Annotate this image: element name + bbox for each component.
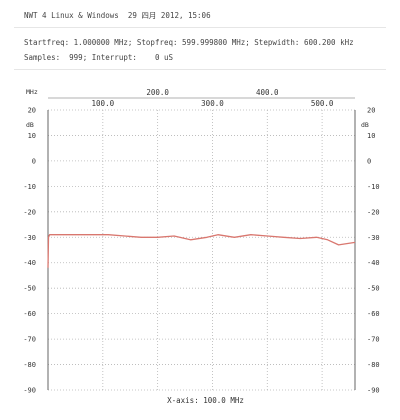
divider <box>14 27 386 28</box>
sample-info: Samples: 999; Interrupt: 0 uS <box>24 53 174 62</box>
y-tick-label-right: -20 <box>367 208 380 216</box>
y-tick-label-right: -10 <box>367 183 380 191</box>
window-title: NWT 4 Linux & Windows 29 四月 2012, 15:06 <box>24 11 211 20</box>
y-tick-label-right: -40 <box>367 259 380 267</box>
y-unit-label-right: dB <box>361 121 369 129</box>
x-tick-label-lower: 100.0 <box>92 99 115 108</box>
y-tick-label-left: -60 <box>23 310 36 318</box>
y-tick-label-left: 0 <box>32 157 36 165</box>
y-tick-label-left: -30 <box>23 234 36 242</box>
y-tick-label-left: 10 <box>28 132 36 140</box>
x-tick-label-lower: 300.0 <box>201 99 224 108</box>
y-tick-label-right: -90 <box>367 387 380 395</box>
x-unit-label: MHz <box>26 88 38 96</box>
response-trace <box>47 234 356 268</box>
y-tick-label-left: -70 <box>23 336 36 344</box>
x-tick-label-upper: 400.0 <box>256 88 279 97</box>
divider <box>14 69 386 70</box>
x-axis-label: X-axis: 100.0 MHz <box>167 396 244 405</box>
y-tick-label-right: -80 <box>367 361 380 369</box>
y-tick-label-right: -70 <box>367 336 380 344</box>
sweep-parameters: Startfreq: 1.000000 MHz; Stopfreq: 599.9… <box>24 38 354 47</box>
y-tick-label-right: -50 <box>367 285 380 293</box>
y-tick-label-right: 20 <box>367 107 375 115</box>
y-tick-label-left: 20 <box>28 107 36 115</box>
y-unit-label-left: dB <box>26 121 34 129</box>
y-tick-label-left: -20 <box>23 208 36 216</box>
y-tick-label-right: -60 <box>367 310 380 318</box>
x-tick-label-lower: 500.0 <box>311 99 334 108</box>
y-tick-label-right: 10 <box>367 132 375 140</box>
y-tick-label-left: -50 <box>23 285 36 293</box>
y-tick-label-left: -40 <box>23 259 36 267</box>
y-tick-label-left: -80 <box>23 361 36 369</box>
y-tick-label-right: -30 <box>367 234 380 242</box>
x-tick-label-upper: 200.0 <box>146 88 169 97</box>
y-tick-label-left: -90 <box>23 387 36 395</box>
y-tick-label-left: -10 <box>23 183 36 191</box>
y-tick-label-right: 0 <box>367 157 371 165</box>
